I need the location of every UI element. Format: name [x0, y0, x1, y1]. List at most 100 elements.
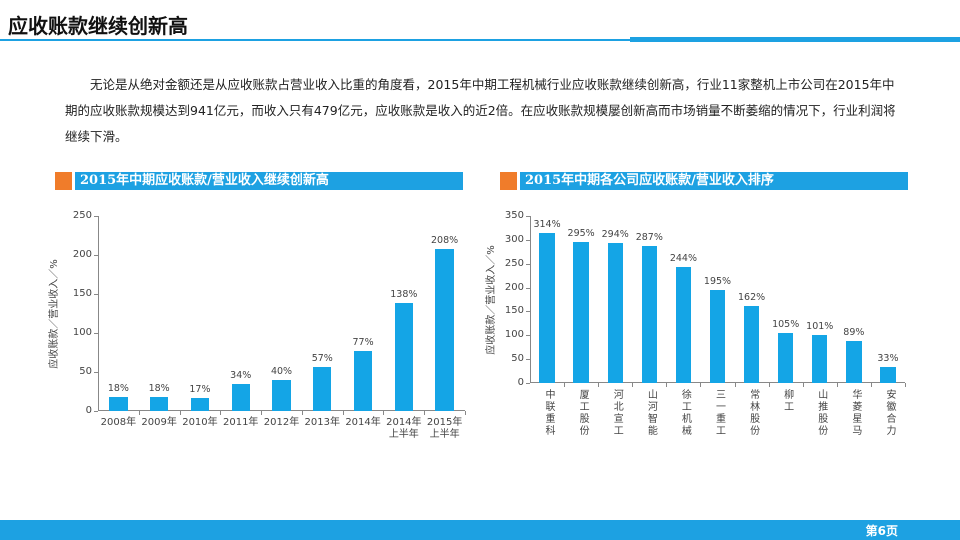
- x-tick-label: 2014年 上半年: [386, 417, 422, 440]
- tick-mark: [94, 372, 98, 373]
- tick-mark: [526, 335, 530, 337]
- tick-mark: [94, 216, 98, 217]
- tick-mark: [526, 311, 530, 313]
- bar: [109, 396, 128, 411]
- tick-mark: [94, 411, 98, 412]
- bar: [573, 242, 589, 383]
- x-tick-label: 2009年: [141, 417, 177, 428]
- y-tick-label: 100: [504, 329, 524, 341]
- value-label: 294%: [601, 228, 629, 240]
- header-marker: [55, 172, 72, 190]
- chart-title: 2015年中期应收账款/营业收入继续创新高: [75, 172, 463, 190]
- bar: [539, 233, 555, 383]
- value-label: 77%: [352, 336, 374, 348]
- bar: [353, 350, 373, 411]
- paragraph: 无论是从绝对金额还是从应收账款占营业收入比重的角度看，2015年中期工程机械行业…: [65, 77, 896, 144]
- y-tick-label: 250: [504, 257, 524, 269]
- x-tick-mark: [424, 411, 426, 415]
- value-label: 18%: [148, 382, 170, 394]
- x-tick-label: 三一重工: [713, 389, 725, 437]
- x-tick-label: 山推股份: [815, 389, 827, 437]
- x-tick-mark: [870, 383, 872, 387]
- value-label: 138%: [390, 289, 418, 301]
- x-tick-label: 安徽合力: [883, 389, 895, 437]
- x-tick-mark: [700, 383, 702, 387]
- page-number: 第6页: [865, 524, 898, 538]
- y-tick-label: 150: [504, 305, 524, 317]
- bar: [190, 397, 210, 411]
- x-tick-mark: [220, 411, 222, 415]
- tick-mark: [526, 287, 530, 289]
- bar: [641, 246, 657, 383]
- bar: [743, 305, 760, 383]
- x-tick-mark: [836, 383, 838, 387]
- title-rule: [0, 39, 960, 41]
- value-label: 33%: [877, 353, 899, 365]
- value-label: 101%: [806, 320, 834, 332]
- x-tick-label: 2013年: [304, 417, 340, 428]
- bar: [435, 248, 454, 411]
- x-tick-mark: [342, 411, 344, 415]
- value-label: 17%: [189, 383, 211, 395]
- x-tick-label: 中联重科: [543, 389, 555, 437]
- bar: [846, 340, 862, 383]
- value-label: 244%: [669, 252, 697, 264]
- x-tick-label: 常林股份: [747, 389, 759, 437]
- x-tick-mark: [666, 383, 668, 387]
- x-tick-mark: [179, 411, 181, 415]
- tick-mark: [526, 383, 530, 384]
- x-tick-label: 厦工股份: [577, 389, 589, 437]
- x-tick-mark: [802, 383, 804, 387]
- x-tick-label: 河北宣工: [611, 389, 623, 437]
- value-label: 40%: [270, 365, 293, 377]
- x-tick-mark: [465, 411, 466, 415]
- bar: [778, 332, 794, 383]
- x-tick-label: 华菱星马: [849, 389, 861, 437]
- footer-bar: [0, 520, 960, 540]
- tick-mark: [94, 255, 98, 256]
- x-tick-mark: [383, 411, 385, 415]
- bar: [313, 366, 332, 411]
- value-label: 18%: [107, 382, 129, 394]
- tick-mark: [526, 359, 530, 361]
- chart-title: 2015年中期各公司应收账款/营业收入排序: [520, 172, 908, 190]
- value-label: 295%: [567, 228, 595, 240]
- y-tick-label: 100: [72, 327, 92, 338]
- bar: [394, 303, 413, 411]
- title-rule-accent: [630, 37, 960, 42]
- tick-mark: [526, 239, 530, 241]
- y-tick-label: 0: [517, 377, 524, 388]
- tick-mark: [526, 216, 530, 217]
- bar: [709, 289, 726, 383]
- y-axis-label: 应收账款／营业收入／%: [49, 258, 60, 369]
- y-tick-label: 50: [79, 366, 92, 377]
- x-tick-label: 徐工机械: [679, 389, 691, 437]
- value-label: 105%: [772, 318, 800, 330]
- y-tick-label: 300: [504, 233, 524, 245]
- x-tick-mark: [734, 383, 736, 387]
- x-tick-mark: [261, 411, 263, 415]
- bar: [272, 379, 291, 411]
- value-label: 34%: [230, 370, 252, 382]
- x-tick-mark: [301, 411, 303, 415]
- y-tick-label: 250: [72, 210, 92, 221]
- x-tick-mark: [905, 383, 906, 387]
- x-tick-mark: [632, 383, 634, 387]
- bar: [231, 384, 250, 411]
- x-tick-label: 柳工: [781, 389, 793, 413]
- value-label: 208%: [431, 234, 459, 246]
- tick-mark: [94, 294, 98, 295]
- x-tick-mark: [138, 411, 140, 415]
- value-label: 89%: [843, 326, 865, 338]
- x-tick-label: 2014年: [345, 417, 381, 428]
- y-tick-label: 50: [511, 353, 524, 365]
- x-tick-label: 山河智能: [645, 389, 657, 437]
- x-tick-mark: [564, 383, 566, 387]
- y-tick-label: 150: [72, 288, 92, 299]
- tick-mark: [526, 263, 530, 265]
- value-label: 287%: [635, 232, 663, 244]
- x-tick-label: 2011年: [222, 417, 259, 428]
- x-tick-label: 2015年 上半年: [426, 417, 463, 440]
- bar: [149, 396, 169, 411]
- x-tick-label: 2012年: [263, 417, 300, 428]
